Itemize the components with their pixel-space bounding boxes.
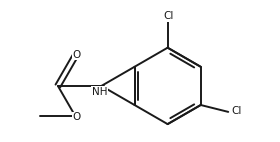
- Text: Cl: Cl: [164, 11, 174, 21]
- Text: NH: NH: [92, 87, 107, 97]
- Text: Cl: Cl: [232, 106, 242, 116]
- Text: O: O: [72, 112, 80, 122]
- Text: O: O: [73, 50, 81, 60]
